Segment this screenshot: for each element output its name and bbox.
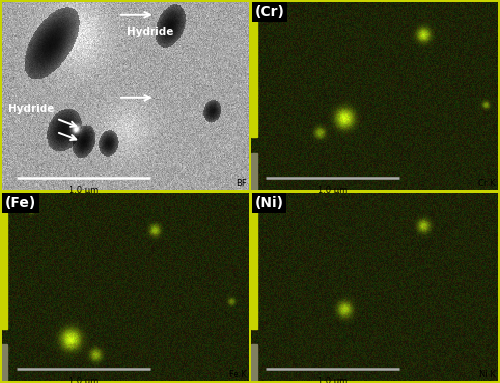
Bar	[2, 193, 8, 329]
Text: Hydride: Hydride	[8, 104, 55, 114]
Text: 1.0 μm: 1.0 μm	[318, 186, 348, 195]
Bar	[252, 193, 257, 329]
Text: Cr K: Cr K	[478, 179, 496, 188]
Text: (Cr): (Cr)	[254, 5, 284, 19]
Bar	[252, 2, 257, 137]
Text: Ni K: Ni K	[479, 370, 496, 379]
Text: Hydride: Hydride	[126, 27, 173, 37]
Text: 1.0 μm: 1.0 μm	[68, 186, 98, 195]
Text: Fe K: Fe K	[228, 370, 246, 379]
Text: (Ni): (Ni)	[254, 196, 284, 210]
Text: 1.0 μm: 1.0 μm	[318, 377, 348, 383]
Bar	[252, 152, 257, 190]
Text: (Fe): (Fe)	[5, 196, 36, 210]
Bar	[2, 344, 8, 381]
Text: 1.0 μm: 1.0 μm	[68, 377, 98, 383]
Text: BF: BF	[236, 179, 246, 188]
Bar	[252, 344, 257, 381]
